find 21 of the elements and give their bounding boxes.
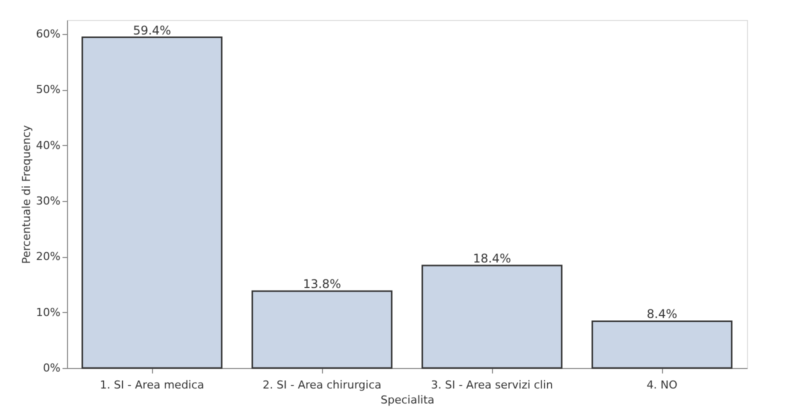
bar: [592, 320, 732, 369]
y-tick-label: 40%: [36, 138, 60, 152]
data-label: 59.4%: [132, 23, 172, 38]
data-label: 8.4%: [646, 307, 678, 322]
data-label: 18.4%: [472, 252, 512, 266]
y-tick-label: 0%: [43, 362, 60, 374]
y-tick-label: 30%: [36, 194, 60, 208]
x-tick-label: 4. NO: [646, 378, 678, 392]
x-axis-title: Specialita: [380, 394, 434, 406]
y-tick-label: 50%: [36, 83, 60, 96]
y-tick-label: 20%: [36, 250, 60, 264]
bar: [82, 36, 222, 369]
bar: [422, 264, 562, 369]
bar: [252, 290, 392, 369]
x-tick-label: 3. SI - Area servizi clin: [430, 378, 554, 392]
x-tick-label: 2. SI - Area chirurgica: [262, 378, 382, 392]
data-label: 13.8%: [302, 277, 342, 292]
y-axis-title: Percentuale di Frequency: [20, 124, 34, 264]
y-tick-label: 60%: [36, 27, 60, 40]
y-tick-label: 10%: [36, 306, 60, 319]
x-tick-label: 1. SI - Area medica: [100, 378, 204, 392]
